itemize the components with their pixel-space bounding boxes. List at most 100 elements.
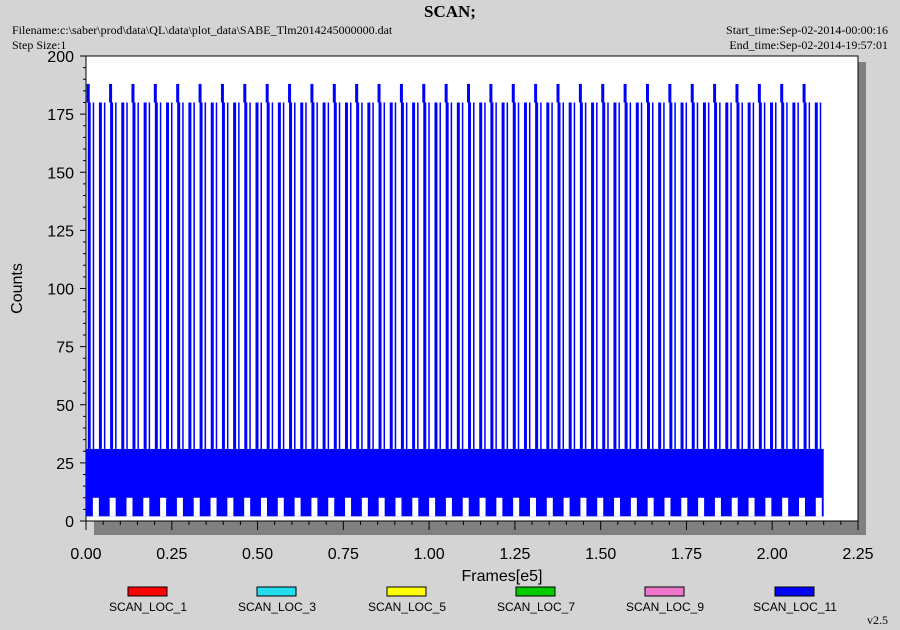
series-scan-loc-11-spike	[669, 102, 673, 449]
series-scan-loc-11-spike	[166, 102, 170, 449]
series-scan-loc-11-spike	[193, 102, 195, 449]
series-scan-loc-11-gap	[798, 497, 805, 517]
series-scan-loc-11-peak	[444, 83, 448, 103]
legend-label-scan-loc-9: SCAN_LOC_9	[626, 600, 704, 614]
series-scan-loc-11-spike	[322, 102, 326, 449]
series-scan-loc-11-peak	[176, 83, 180, 103]
series-scan-loc-11-spike	[188, 102, 192, 449]
series-scan-loc-11-spike	[154, 102, 158, 449]
series-scan-loc-11-spike	[367, 102, 371, 449]
series-scan-loc-11-peak	[243, 83, 247, 103]
series-scan-loc-11-gap	[580, 497, 587, 517]
y-axis-label: Counts	[9, 263, 26, 314]
series-scan-loc-11-spike	[658, 102, 662, 449]
series-scan-loc-11-spike	[233, 102, 237, 449]
series-scan-loc-11-gap	[681, 497, 688, 517]
y-tick-label: 0	[65, 514, 74, 531]
series-scan-loc-11-gap	[529, 497, 536, 517]
series-scan-loc-11-spike	[271, 102, 274, 449]
series-scan-loc-11-spike	[819, 102, 822, 449]
y-tick-label: 150	[47, 165, 74, 182]
x-tick-label: 0.25	[156, 546, 187, 563]
series-scan-loc-11-spike	[126, 102, 128, 449]
series-scan-loc-11-peak	[109, 83, 113, 103]
series-scan-loc-11-peak	[265, 83, 269, 103]
series-scan-loc-11-gap	[815, 497, 822, 517]
series-scan-loc-11-spike	[423, 102, 427, 449]
series-scan-loc-11-spike	[132, 102, 136, 449]
legend-swatch-scan-loc-5	[386, 586, 427, 597]
series-scan-loc-11-spike	[540, 102, 542, 449]
legend-label-scan-loc-3: SCAN_LOC_3	[238, 600, 316, 614]
series-scan-loc-11-peak	[422, 83, 426, 103]
series-scan-loc-11-spike	[159, 102, 162, 449]
series-scan-loc-11-peak	[802, 83, 806, 103]
y-tick-label: 200	[47, 49, 74, 66]
series-scan-loc-11-peak	[601, 83, 605, 103]
legend-label-scan-loc-1: SCAN_LOC_1	[109, 600, 187, 614]
series-scan-loc-11-gap	[176, 497, 183, 517]
series-scan-loc-11-spike	[506, 102, 509, 449]
series-scan-loc-11-spike	[400, 102, 404, 449]
series-scan-loc-11-peak	[377, 83, 381, 103]
series-scan-loc-11-gap	[244, 497, 251, 517]
start-time-label: Start_time:Sep-02-2014-00:00:16	[726, 23, 888, 37]
series-scan-loc-11-spike	[803, 102, 807, 449]
series-scan-loc-11-spike	[260, 102, 262, 449]
series-scan-loc-11-spike	[775, 102, 777, 449]
series-scan-loc-11-spike	[210, 102, 214, 449]
series-scan-loc-11-spike	[226, 102, 229, 449]
legend-swatch-scan-loc-3	[256, 586, 297, 597]
series-scan-loc-11-gap	[664, 497, 671, 517]
series-scan-loc-11-spike	[674, 102, 676, 449]
series-scan-loc-11-spike	[568, 102, 572, 449]
series-scan-loc-11-gap	[496, 497, 503, 517]
series-scan-loc-11-spike	[635, 102, 639, 449]
series-scan-loc-11-spike	[752, 102, 755, 449]
series-scan-loc-11-peak	[645, 83, 649, 103]
series-scan-loc-11-spike	[249, 102, 251, 449]
x-tick-label: 2.00	[757, 546, 788, 563]
series-scan-loc-11-spike	[763, 102, 766, 449]
series-scan-loc-11-peak	[690, 83, 694, 103]
series-scan-loc-11-spike	[629, 102, 632, 449]
series-scan-loc-11-gap	[126, 497, 133, 517]
series-scan-loc-11-spike	[238, 102, 240, 449]
series-scan-loc-11-spike	[725, 102, 729, 449]
y-tick-label: 25	[56, 456, 74, 473]
series-scan-loc-11-spike	[98, 102, 102, 449]
series-scan-loc-11-spike	[327, 102, 330, 449]
series-scan-loc-11-spike	[814, 102, 818, 449]
series-scan-loc-11-spike	[517, 102, 520, 449]
series-scan-loc-11-spike	[781, 102, 785, 449]
series-scan-loc-11-spike	[338, 102, 341, 449]
series-scan-loc-11-peak	[332, 83, 336, 103]
series-scan-loc-11-spike	[501, 102, 505, 449]
legend-swatch-scan-loc-9	[644, 586, 685, 597]
series-scan-loc-11-spike	[389, 102, 393, 449]
series-scan-loc-11-gap	[294, 497, 301, 517]
series-scan-loc-11-peak	[355, 83, 359, 103]
series-scan-loc-11-gap	[445, 497, 452, 517]
legend-swatch-scan-loc-1	[127, 586, 168, 597]
series-scan-loc-11-spike	[177, 102, 181, 449]
series-scan-loc-11-spike	[596, 102, 598, 449]
series-scan-loc-11-spike	[87, 102, 91, 449]
version-label: v2.5	[867, 613, 888, 627]
legend-swatch-scan-loc-7	[515, 586, 556, 597]
series-scan-loc-11-spike	[417, 102, 419, 449]
series-scan-loc-11-gap	[748, 497, 755, 517]
series-scan-loc-11-spike	[300, 102, 304, 449]
series-scan-loc-11-peak	[153, 83, 157, 103]
series-scan-loc-11-peak	[668, 83, 672, 103]
series-scan-loc-11-spike	[602, 102, 606, 449]
series-scan-loc-11-spike	[450, 102, 453, 449]
series-scan-loc-11-gap	[630, 497, 637, 517]
series-scan-loc-11-gap	[361, 497, 368, 517]
series-scan-loc-11-spike	[512, 102, 516, 449]
series-scan-loc-11-spike	[121, 102, 125, 449]
series-scan-loc-11-spike	[607, 102, 609, 449]
x-tick-label: 1.25	[499, 546, 530, 563]
series-scan-loc-11-spike	[640, 102, 643, 449]
series-scan-loc-11-peak	[713, 83, 717, 103]
